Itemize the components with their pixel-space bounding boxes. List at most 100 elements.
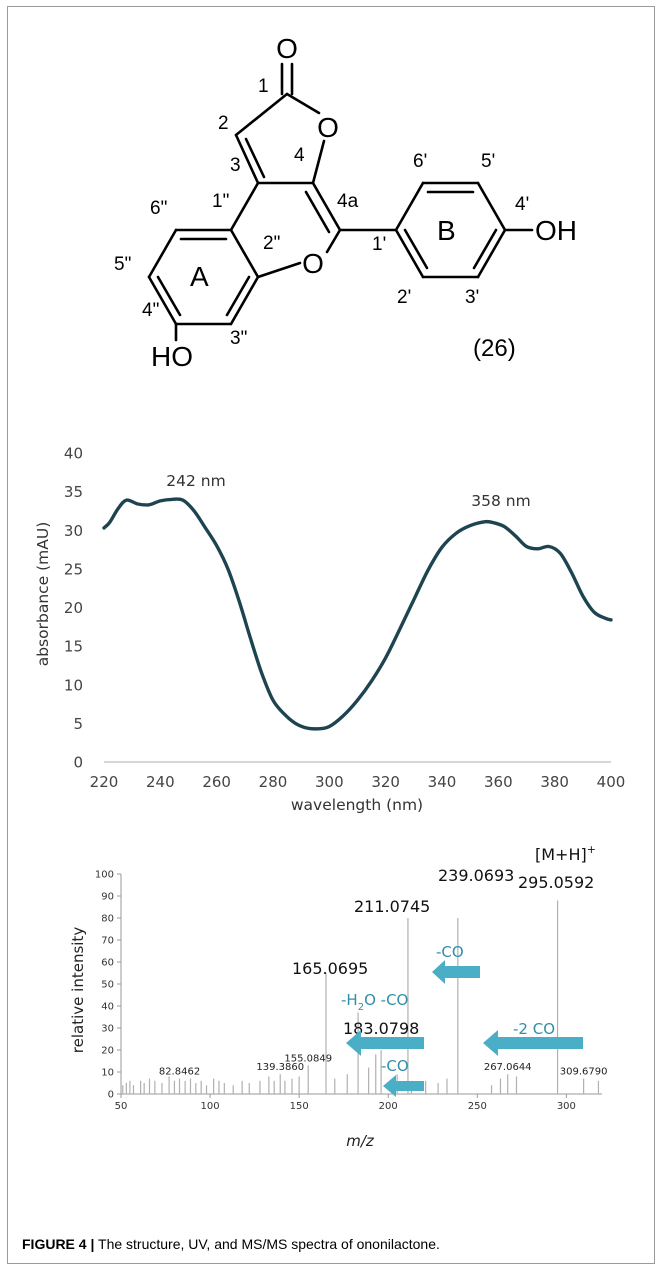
- bond-c4-c4a-inner: [304, 190, 331, 234]
- ms-x-tick-250: 250: [468, 1101, 487, 1112]
- arrow-co-bottom: [383, 1075, 424, 1097]
- ms-y-tick-30: 30: [101, 1024, 114, 1035]
- locant-4: 4: [294, 145, 305, 166]
- ms-y-axis-label: relative intensity: [69, 927, 87, 1054]
- label-211: 211.0745: [354, 897, 430, 916]
- locant-2pp: 2": [263, 233, 280, 254]
- bond-b-inner-2: [472, 228, 498, 270]
- uv-y-axis-label: absorbance (mAU): [34, 522, 52, 667]
- ms-y-tick-90: 90: [101, 892, 114, 903]
- bond-a5: [147, 228, 178, 279]
- atom-carbonyl-o: O: [276, 33, 298, 64]
- ms-x-ticks: 50 100 150 200 250 300: [115, 1094, 576, 1112]
- atom-ring-o-mid: O: [302, 248, 324, 279]
- bond-c2-c3: [234, 133, 260, 185]
- caption-label: FIGURE 4 |: [22, 1236, 95, 1252]
- caption-text: The structure, UV, and MS/MS spectra of …: [94, 1236, 440, 1252]
- bond-b6: [394, 228, 425, 279]
- figure-canvas: O O O HO OH 1 2 3 4 4a 6" 1" 5" A 2" 4" …: [34, 33, 625, 1150]
- ms-y-tick-70: 70: [101, 936, 114, 947]
- uv-x-tick-320: 320: [371, 773, 400, 791]
- uv-annotation-358: 358 nm: [471, 492, 530, 510]
- ms-x-tick-300: 300: [557, 1101, 576, 1112]
- bond-c1-o: [285, 92, 321, 115]
- uv-annotation-242: 242 nm: [166, 472, 225, 490]
- loss-h2o-co: -H2O -CO: [341, 991, 408, 1013]
- uv-x-axis-label: wavelength (nm): [291, 796, 423, 814]
- uv-x-tick-300: 300: [315, 773, 344, 791]
- label-183: 183.0798: [343, 1019, 419, 1038]
- ring-b-label: B: [437, 215, 456, 246]
- arrow-h2o-co: [346, 1030, 424, 1056]
- atom-hydroxyl-a: HO: [151, 341, 193, 372]
- structure-labels: O O O HO OH 1 2 3 4 4a 6" 1" 5" A 2" 4" …: [114, 33, 577, 372]
- uv-x-tick-280: 280: [259, 773, 288, 791]
- ms-peak-label-3: 267.0644: [484, 1062, 532, 1073]
- ring-a-label: A: [190, 261, 209, 292]
- label-295: 295.0592: [518, 873, 594, 892]
- bond-a-inner-3: [156, 275, 182, 317]
- ms-peaks: [122, 900, 600, 1094]
- uv-x-tick-340: 340: [428, 773, 457, 791]
- ms-peak-label-1: 139.3860: [256, 1062, 304, 1073]
- uv-y-tick-15: 15: [64, 638, 83, 656]
- locant-5p: 5': [481, 151, 495, 172]
- bond-a-inner-2: [225, 275, 251, 317]
- ms-y-tick-20: 20: [101, 1046, 114, 1057]
- label-239: 239.0693: [438, 866, 514, 885]
- bond-c4-c4a: [311, 181, 342, 232]
- bond-c4a-o: [325, 228, 342, 254]
- ms-fragment-labels: 239.0693 [M+H]+ 295.0592 211.0745 165.06…: [292, 843, 596, 1038]
- locant-1: 1: [258, 76, 269, 97]
- loss-co-top: -CO: [436, 943, 464, 961]
- ms-x-axis-label: m/z: [346, 1132, 375, 1150]
- uv-y-tick-30: 30: [64, 522, 83, 540]
- bond-o-c2pp: [256, 261, 302, 279]
- ms-x-tick-50: 50: [115, 1101, 128, 1112]
- label-mh: [M+H]+: [535, 843, 596, 864]
- ms-y-tick-50: 50: [101, 980, 114, 991]
- uv-x-tick-labels: 220 240 260 280 300 320 340 360 380 400: [90, 773, 626, 791]
- ms-y-tick-100: 100: [95, 870, 114, 881]
- uv-x-tick-400: 400: [597, 773, 626, 791]
- ms-peak-label-2: 155.0849: [284, 1053, 332, 1064]
- locant-4a: 4a: [337, 191, 359, 212]
- locant-1pp: 1": [212, 191, 229, 212]
- locant-5pp: 5": [114, 254, 131, 275]
- locant-1p: 1': [372, 234, 386, 255]
- bond-o-c4: [311, 139, 326, 185]
- chemical-structure: [147, 62, 534, 342]
- loss-2co: -2 CO: [513, 1020, 555, 1038]
- ms-x-tick-150: 150: [290, 1101, 309, 1112]
- locant-2p: 2': [397, 287, 411, 308]
- bond-c1-c2: [234, 92, 289, 137]
- uv-chart: 0 5 10 15 20 25 30 35 40 220 240 260 280 300 320 340 36…: [34, 445, 625, 815]
- ms-y-tick-10: 10: [101, 1068, 114, 1079]
- uv-y-tick-35: 35: [64, 483, 83, 501]
- arrow-co-top: [432, 960, 480, 984]
- ms-y-tick-0: 0: [108, 1090, 114, 1101]
- bond-a2: [229, 275, 260, 326]
- uv-y-tick-5: 5: [73, 715, 83, 733]
- locant-3: 3: [230, 155, 241, 176]
- uv-x-tick-260: 260: [202, 773, 231, 791]
- uv-x-tick-220: 220: [90, 773, 119, 791]
- uv-y-tick-25: 25: [64, 560, 83, 578]
- uv-y-tick-10: 10: [64, 676, 83, 694]
- ms-y-ticks: 0 10 20 30 40 50 60 70 80 90 100: [95, 870, 121, 1101]
- ms-peak-label-0: 82.8462: [159, 1067, 200, 1078]
- uv-y-tick-20: 20: [64, 599, 83, 617]
- ms-loss-labels: -CO -H2O -CO -2 CO -CO: [341, 943, 555, 1075]
- bond-b-inner-3: [403, 228, 429, 270]
- locant-6pp: 6": [150, 198, 167, 219]
- uv-y-tick-0: 0: [73, 754, 83, 772]
- locant-3pp: 3": [230, 328, 247, 349]
- atom-ring-o-top: O: [317, 112, 339, 143]
- bond-b3: [476, 181, 507, 232]
- bond-c2-c3-inner: [244, 137, 266, 179]
- locant-6p: 6': [413, 151, 427, 172]
- ms-y-tick-80: 80: [101, 914, 114, 925]
- locant-3p: 3': [465, 287, 479, 308]
- loss-co-bottom: -CO: [381, 1057, 409, 1075]
